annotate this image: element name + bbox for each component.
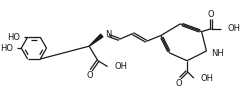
Text: HO: HO xyxy=(1,44,14,53)
Text: O: O xyxy=(87,71,93,80)
Polygon shape xyxy=(89,34,103,46)
Text: NH: NH xyxy=(211,49,224,58)
Text: OH: OH xyxy=(114,62,127,71)
Text: HO: HO xyxy=(7,33,20,42)
Text: O: O xyxy=(176,78,183,88)
Text: N: N xyxy=(105,30,111,39)
Text: OH: OH xyxy=(228,24,241,33)
Text: O: O xyxy=(208,10,215,19)
Text: OH: OH xyxy=(201,74,214,83)
